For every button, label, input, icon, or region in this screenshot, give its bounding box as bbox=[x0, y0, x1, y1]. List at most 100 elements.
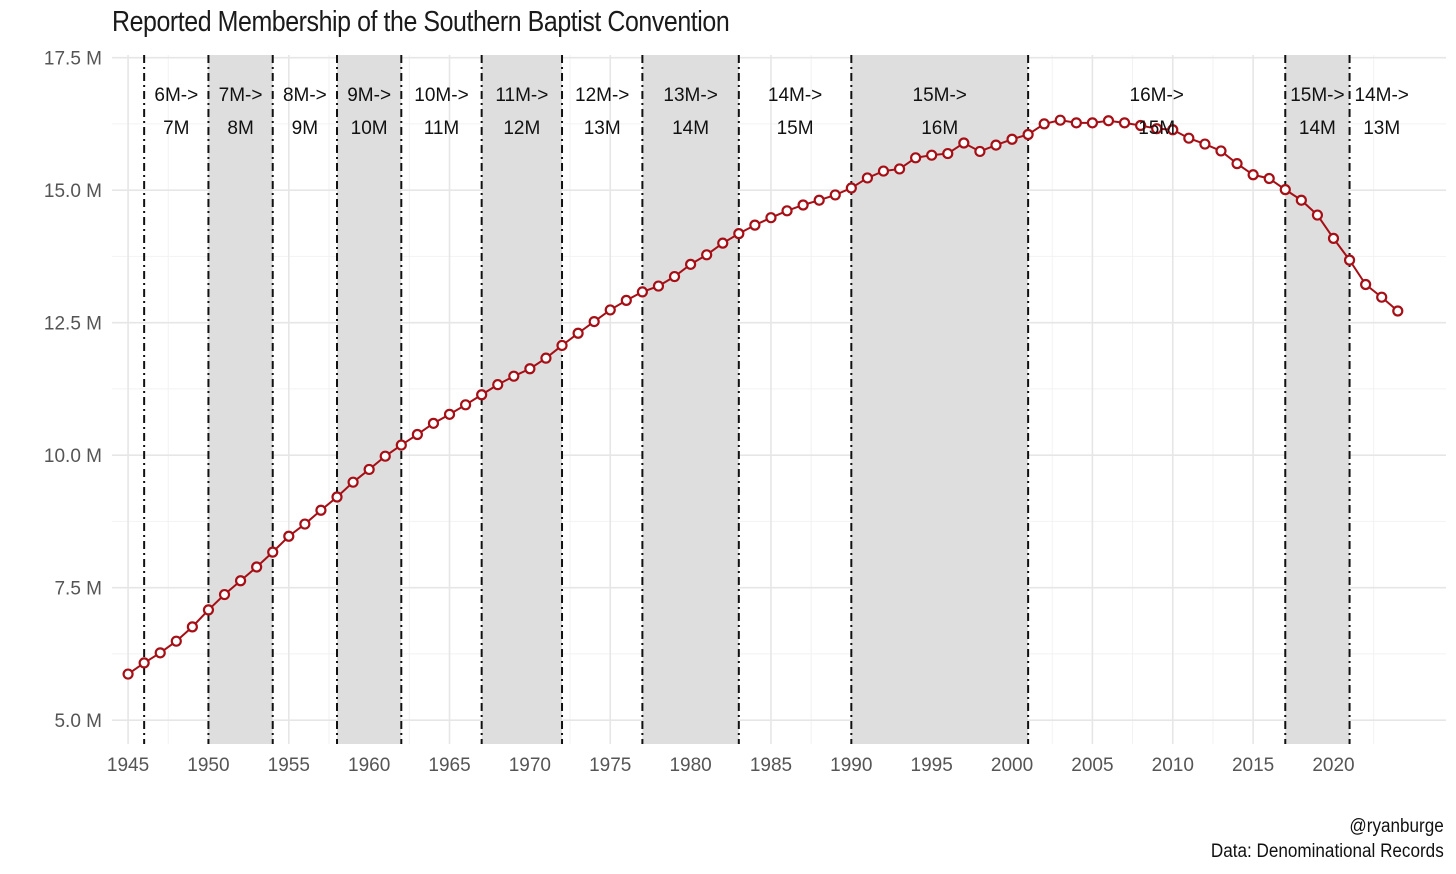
data-point bbox=[315, 504, 327, 516]
data-point bbox=[926, 149, 938, 161]
data-point bbox=[411, 428, 423, 441]
data-point bbox=[636, 286, 648, 298]
data-point bbox=[733, 228, 745, 240]
chart-title: Reported Membership of the Southern Bapt… bbox=[112, 6, 730, 38]
data-point bbox=[958, 137, 970, 149]
band-label-from: 15M-> bbox=[1290, 85, 1344, 106]
line-layer bbox=[127, 119, 1399, 675]
axis-layer: 1945 1950 1955 1960 1965 1970 1975 1980 1985 1990… bbox=[44, 49, 1355, 776]
data-point bbox=[877, 165, 890, 177]
caption: @ryanburge Data: Denominational Records bbox=[1211, 814, 1444, 864]
caption-author: @ryanburge bbox=[1349, 816, 1444, 837]
band-label-to: 14M bbox=[1299, 118, 1336, 139]
data-point bbox=[1343, 254, 1356, 266]
data-point bbox=[540, 352, 552, 364]
band-label-from: 10M-> bbox=[414, 85, 468, 106]
data-point bbox=[893, 163, 906, 175]
data-point bbox=[1295, 194, 1307, 206]
data-point bbox=[1038, 118, 1050, 130]
grid-layer bbox=[112, 55, 1446, 744]
data-point bbox=[218, 588, 231, 601]
data-point bbox=[395, 439, 407, 451]
data-point bbox=[813, 194, 825, 206]
data-point bbox=[1135, 119, 1147, 132]
data-point bbox=[1102, 115, 1115, 127]
band-label-from: 11M-> bbox=[495, 85, 548, 106]
band-label-to: 12M bbox=[503, 118, 540, 139]
y-tick-label: 5.0 M bbox=[54, 711, 102, 732]
data-point bbox=[508, 370, 520, 382]
band-label-from: 9M-> bbox=[347, 85, 391, 106]
data-point bbox=[845, 182, 857, 194]
band-label-to: 11M bbox=[424, 118, 460, 139]
data-point bbox=[572, 327, 584, 339]
milestone-band bbox=[851, 55, 1029, 744]
data-point bbox=[459, 399, 472, 411]
data-point bbox=[1151, 123, 1163, 135]
data-point bbox=[154, 647, 166, 659]
y-tick-label: 10.0 M bbox=[44, 446, 102, 467]
data-point bbox=[299, 518, 311, 530]
band-label-to: 15M bbox=[1138, 118, 1175, 139]
data-point bbox=[1376, 291, 1388, 303]
band-label-from: 12M-> bbox=[575, 85, 629, 106]
data-point bbox=[1360, 278, 1372, 291]
data-point bbox=[942, 147, 954, 160]
data-point bbox=[797, 199, 809, 211]
data-point bbox=[717, 237, 729, 249]
data-point bbox=[1086, 117, 1099, 129]
band-label-from: 16M-> bbox=[1130, 85, 1184, 106]
data-point bbox=[524, 363, 536, 375]
data-point bbox=[1183, 132, 1195, 144]
data-point bbox=[861, 172, 873, 184]
data-point bbox=[1247, 169, 1259, 181]
data-point bbox=[910, 152, 922, 164]
x-tick-label: 1970 bbox=[509, 755, 551, 776]
data-point bbox=[1070, 117, 1082, 129]
y-tick-label: 17.5 M bbox=[44, 49, 102, 70]
data-point bbox=[379, 450, 391, 462]
x-tick-label: 2020 bbox=[1312, 755, 1354, 776]
milestone-band bbox=[1285, 55, 1350, 744]
band-label-to: 16M bbox=[921, 118, 958, 139]
data-point bbox=[122, 668, 134, 680]
x-tick-label: 1975 bbox=[589, 755, 631, 776]
data-point bbox=[829, 189, 841, 201]
band-label-from: 15M-> bbox=[913, 85, 967, 106]
data-point bbox=[1327, 232, 1340, 244]
data-point bbox=[363, 463, 375, 476]
data-point bbox=[283, 530, 295, 542]
data-point bbox=[1311, 209, 1324, 221]
data-point bbox=[492, 379, 504, 391]
data-point bbox=[781, 205, 793, 217]
data-point bbox=[556, 339, 568, 352]
data-point bbox=[138, 657, 150, 669]
band-label-from: 14M-> bbox=[1355, 85, 1409, 106]
band-label-from: 13M-> bbox=[663, 85, 717, 106]
data-point bbox=[427, 417, 440, 429]
data-point bbox=[1167, 124, 1179, 136]
band-label-to: 7M bbox=[163, 118, 189, 139]
data-point bbox=[1279, 184, 1291, 196]
milestone-band bbox=[642, 55, 739, 744]
x-tick-label: 2000 bbox=[991, 755, 1033, 776]
x-tick-label: 1995 bbox=[911, 755, 953, 776]
data-point bbox=[347, 476, 359, 488]
x-tick-label: 1980 bbox=[669, 755, 711, 776]
milestone-band bbox=[337, 55, 402, 744]
x-tick-label: 2010 bbox=[1152, 755, 1194, 776]
data-point bbox=[1118, 117, 1131, 129]
band-label-to: 13M bbox=[584, 118, 621, 139]
data-point bbox=[1006, 133, 1018, 145]
band-label-to: 8M bbox=[227, 118, 253, 139]
data-point bbox=[476, 389, 488, 401]
data-point bbox=[990, 139, 1002, 151]
y-tick-label: 12.5 M bbox=[44, 314, 102, 335]
x-tick-label: 2005 bbox=[1071, 755, 1113, 776]
band-label-to: 15M bbox=[777, 118, 814, 139]
data-point bbox=[331, 491, 343, 503]
caption-source: Data: Denominational Records bbox=[1211, 841, 1444, 862]
band-label-from: 6M-> bbox=[154, 85, 198, 106]
band-label-to: 10M bbox=[351, 118, 388, 139]
